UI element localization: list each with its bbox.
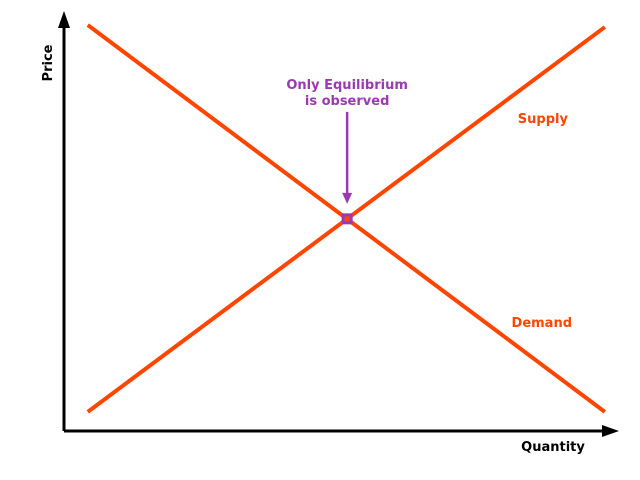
supply-label: Supply xyxy=(518,112,569,127)
x-axis-arrowhead-icon xyxy=(602,425,619,437)
demand-label: Demand xyxy=(512,316,573,331)
annotation-text-line2: is observed xyxy=(305,94,390,109)
equilibrium-marker-center xyxy=(344,216,350,222)
y-axis-label: Price xyxy=(41,44,56,81)
annotation-text-line1: Only Equilibrium xyxy=(286,78,408,93)
annotation-arrowhead-icon xyxy=(342,192,353,204)
x-axis-label: Quantity xyxy=(521,440,585,455)
y-axis-arrowhead-icon xyxy=(58,11,70,28)
